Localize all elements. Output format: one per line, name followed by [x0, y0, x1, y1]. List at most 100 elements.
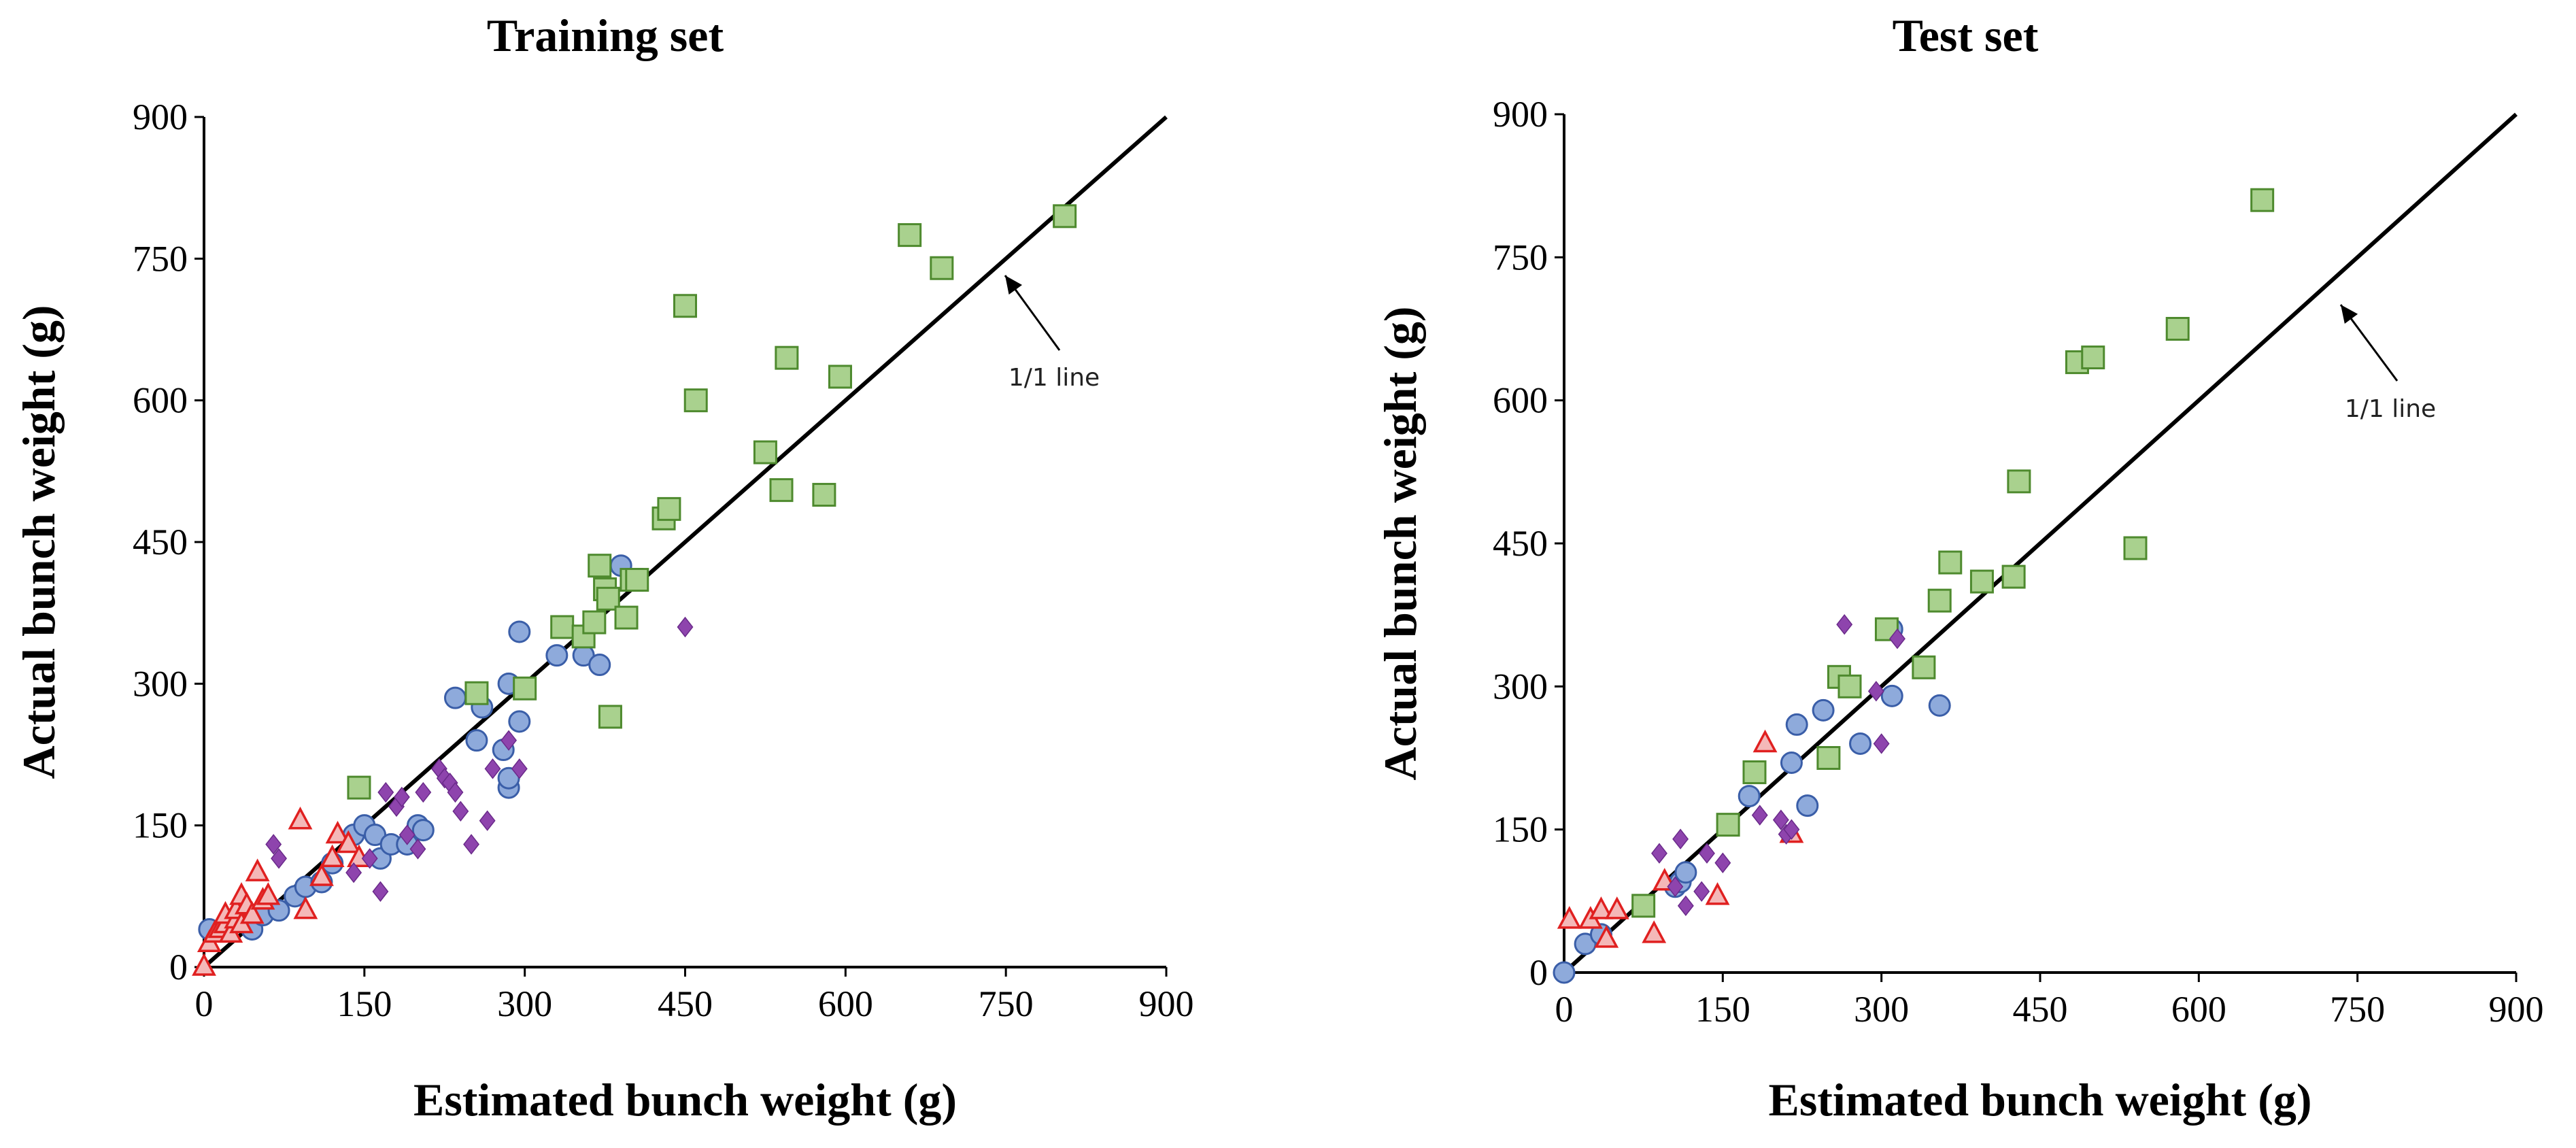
y-tick-label: 300: [1493, 666, 1548, 707]
data-point-diamond: [399, 824, 416, 845]
y-tick-label: 450: [133, 522, 188, 562]
data-point-square: [588, 554, 612, 578]
y-tick-label: 900: [1493, 94, 1548, 135]
data-point-circle: [267, 899, 290, 922]
data-point-square: [614, 605, 639, 630]
data-point-square: [513, 676, 537, 700]
data-point-diamond: [1714, 852, 1731, 873]
x-tick-label: 150: [1695, 989, 1750, 1030]
x-tick-label: 450: [658, 983, 713, 1024]
data-point-circle: [1674, 861, 1697, 884]
x-tick-label: 600: [818, 983, 873, 1024]
data-point-square: [1969, 569, 1994, 594]
data-point-square: [753, 440, 777, 465]
chart-title: Test set: [1893, 10, 2039, 61]
data-point-square: [347, 775, 371, 800]
x-tick-label: 300: [1854, 989, 1909, 1030]
annotation-label: 1/1 line: [2345, 395, 2436, 423]
data-point-square: [657, 496, 681, 521]
data-point-circle: [411, 819, 435, 842]
data-point-square: [1938, 550, 1963, 575]
data-point-square: [625, 568, 649, 592]
data-point-circle: [1738, 785, 1761, 808]
data-point-square: [550, 615, 575, 639]
x-tick-label: 450: [2013, 989, 2068, 1030]
x-tick-label: 300: [497, 983, 552, 1024]
data-point-triangle: [1557, 906, 1582, 929]
data-point-square: [828, 365, 852, 389]
annotation-label: 1/1 line: [1009, 364, 1100, 392]
data-point-triangle: [288, 807, 313, 830]
data-point-circle: [545, 644, 569, 667]
data-point-circle: [1928, 694, 1951, 717]
data-point-diamond: [1672, 828, 1689, 849]
y-tick-label: 900: [133, 97, 188, 137]
data-point-square: [769, 478, 794, 503]
x-tick-label: 0: [195, 983, 214, 1024]
data-point-diamond: [1677, 895, 1694, 917]
data-point-square: [898, 223, 922, 248]
data-point-square: [1716, 813, 1740, 837]
data-point-square: [812, 483, 836, 507]
data-point-square: [1742, 760, 1767, 785]
data-point-circle: [1785, 713, 1808, 736]
y-tick-label: 0: [169, 947, 188, 987]
data-point-square: [2250, 188, 2275, 212]
annotation-arrow-head: [2341, 305, 2358, 324]
data-point-square: [1912, 655, 1936, 679]
data-point-diamond: [372, 881, 389, 902]
y-tick-label: 600: [1493, 380, 1548, 421]
data-point-square: [1053, 204, 1077, 229]
data-point-triangle: [1589, 896, 1614, 919]
data-point-triangle: [1642, 920, 1667, 943]
data-point-triangle: [245, 858, 270, 881]
data-point-square: [2123, 536, 2148, 560]
data-point-circle: [1880, 684, 1903, 707]
data-point-diamond: [1783, 819, 1800, 840]
y-axis-label: Actual bunch weight (g): [1374, 306, 1426, 780]
chart-panel-2: Test set 0 150 300 450 600 750 900 0 150 300 450 600…: [1374, 10, 2544, 1126]
data-point-diamond: [677, 616, 694, 638]
data-point-square: [582, 610, 607, 635]
data-point-circle: [1553, 961, 1576, 984]
x-tick-label: 0: [1555, 989, 1574, 1030]
x-tick-label: 750: [979, 983, 1034, 1024]
data-point-diamond: [463, 834, 480, 855]
data-point-triangle: [293, 896, 318, 919]
data-point-diamond: [1772, 809, 1789, 830]
data-point-diamond: [1693, 881, 1710, 902]
data-point-diamond: [479, 810, 496, 831]
y-tick-label: 750: [133, 238, 188, 279]
data-point-circle: [1796, 794, 1819, 817]
data-point-triangle: [1705, 882, 1730, 905]
data-point-square: [2007, 469, 2031, 494]
data-point-diamond: [452, 800, 469, 822]
y-tick-label: 450: [1493, 523, 1548, 564]
data-point-diamond: [415, 781, 432, 803]
data-point-circle: [1780, 752, 1803, 775]
data-point-diamond: [1699, 843, 1715, 864]
data-point-diamond: [409, 839, 426, 860]
data-point-triangle: [336, 830, 361, 854]
data-point-circle: [508, 620, 531, 643]
data-point-square: [1631, 894, 1656, 918]
data-point-diamond: [1873, 733, 1890, 754]
data-point-square: [2165, 317, 2190, 341]
data-point-circle: [465, 729, 488, 752]
x-tick-label: 750: [2330, 989, 2385, 1030]
data-point-circle: [1812, 698, 1835, 722]
data-point-circle: [443, 686, 467, 709]
data-point-triangle: [192, 953, 216, 976]
data-point-triangle: [239, 900, 265, 924]
data-point-diamond: [1836, 613, 1853, 635]
data-point-square: [2081, 345, 2105, 370]
data-point-square: [930, 256, 954, 280]
x-axis-label: Estimated bunch weight (g): [1768, 1074, 2311, 1126]
y-tick-label: 750: [1493, 237, 1548, 277]
y-tick-label: 0: [1529, 952, 1548, 993]
data-point-diamond: [271, 848, 288, 869]
data-point-diamond: [393, 786, 410, 808]
data-point-triangle: [309, 863, 334, 886]
data-point-triangle: [1594, 925, 1619, 948]
